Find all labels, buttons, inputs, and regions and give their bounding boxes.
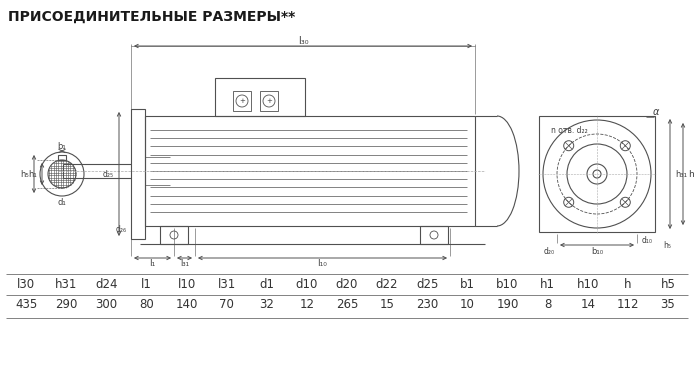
Text: 8: 8 [544,298,551,312]
Text: b₁: b₁ [58,141,66,150]
Text: d10: d10 [296,278,318,291]
Bar [260,91,278,111]
Text: h: h [624,278,631,291]
Text: 70: 70 [219,298,234,312]
Text: d1: d1 [260,278,274,291]
Text: d20: d20 [335,278,358,291]
Text: α: α [653,107,659,117]
Bar [233,91,251,111]
Text: l10: l10 [177,278,196,291]
Text: 435: 435 [15,298,37,312]
Text: d₁: d₁ [58,197,66,206]
Text: h10: h10 [576,278,599,291]
Text: h31: h31 [55,278,77,291]
Text: d24: d24 [95,278,118,291]
Text: 190: 190 [496,298,519,312]
Bar [145,116,475,226]
Text: d₁₀: d₁₀ [642,236,653,245]
Text: h1: h1 [540,278,555,291]
Text: d₂₀: d₂₀ [544,246,555,255]
Text: h: h [688,169,694,178]
Text: d₂₅: d₂₅ [103,169,114,178]
Text: 140: 140 [175,298,198,312]
Text: 15: 15 [380,298,395,312]
Text: 230: 230 [416,298,438,312]
Text: 112: 112 [617,298,639,312]
Text: d25: d25 [416,278,438,291]
Text: l₃₀: l₃₀ [298,36,308,46]
Text: 80: 80 [139,298,154,312]
Text: b10: b10 [496,278,519,291]
Text: 14: 14 [580,298,595,312]
Text: +: + [266,98,272,104]
Bar [215,78,305,116]
Text: h₅: h₅ [663,240,671,249]
Text: l₃₁: l₃₁ [180,260,189,269]
Text: b₁₀: b₁₀ [591,246,603,255]
Text: h5: h5 [661,278,675,291]
Text: l30: l30 [17,278,35,291]
Text: l₁₀: l₁₀ [317,260,327,269]
Text: n отв. d₂₂: n отв. d₂₂ [551,126,587,135]
Text: d₂₆: d₂₆ [116,224,127,233]
Text: ПРИСОЕДИНИТЕЛЬНЫЕ РАЗМЕРЫ**: ПРИСОЕДИНИТЕЛЬНЫЕ РАЗМЕРЫ** [8,10,295,24]
Text: 12: 12 [299,298,315,312]
Bar [131,109,145,239]
Text: 290: 290 [55,298,77,312]
Bar [58,155,66,160]
Bar [160,226,188,244]
Text: l31: l31 [218,278,236,291]
Text: d22: d22 [376,278,398,291]
Text: h₁: h₁ [29,169,37,178]
Text: l1: l1 [141,278,152,291]
Text: l₁: l₁ [150,260,156,269]
Text: h₃₁: h₃₁ [675,169,687,178]
Text: 35: 35 [661,298,675,312]
Text: 300: 300 [95,298,118,312]
Text: 10: 10 [460,298,475,312]
Text: b1: b1 [460,278,475,291]
Text: 32: 32 [260,298,274,312]
Bar [539,116,655,232]
Bar [420,226,448,244]
Text: 265: 265 [335,298,358,312]
Text: +: + [239,98,245,104]
Text: h₅: h₅ [20,169,29,178]
